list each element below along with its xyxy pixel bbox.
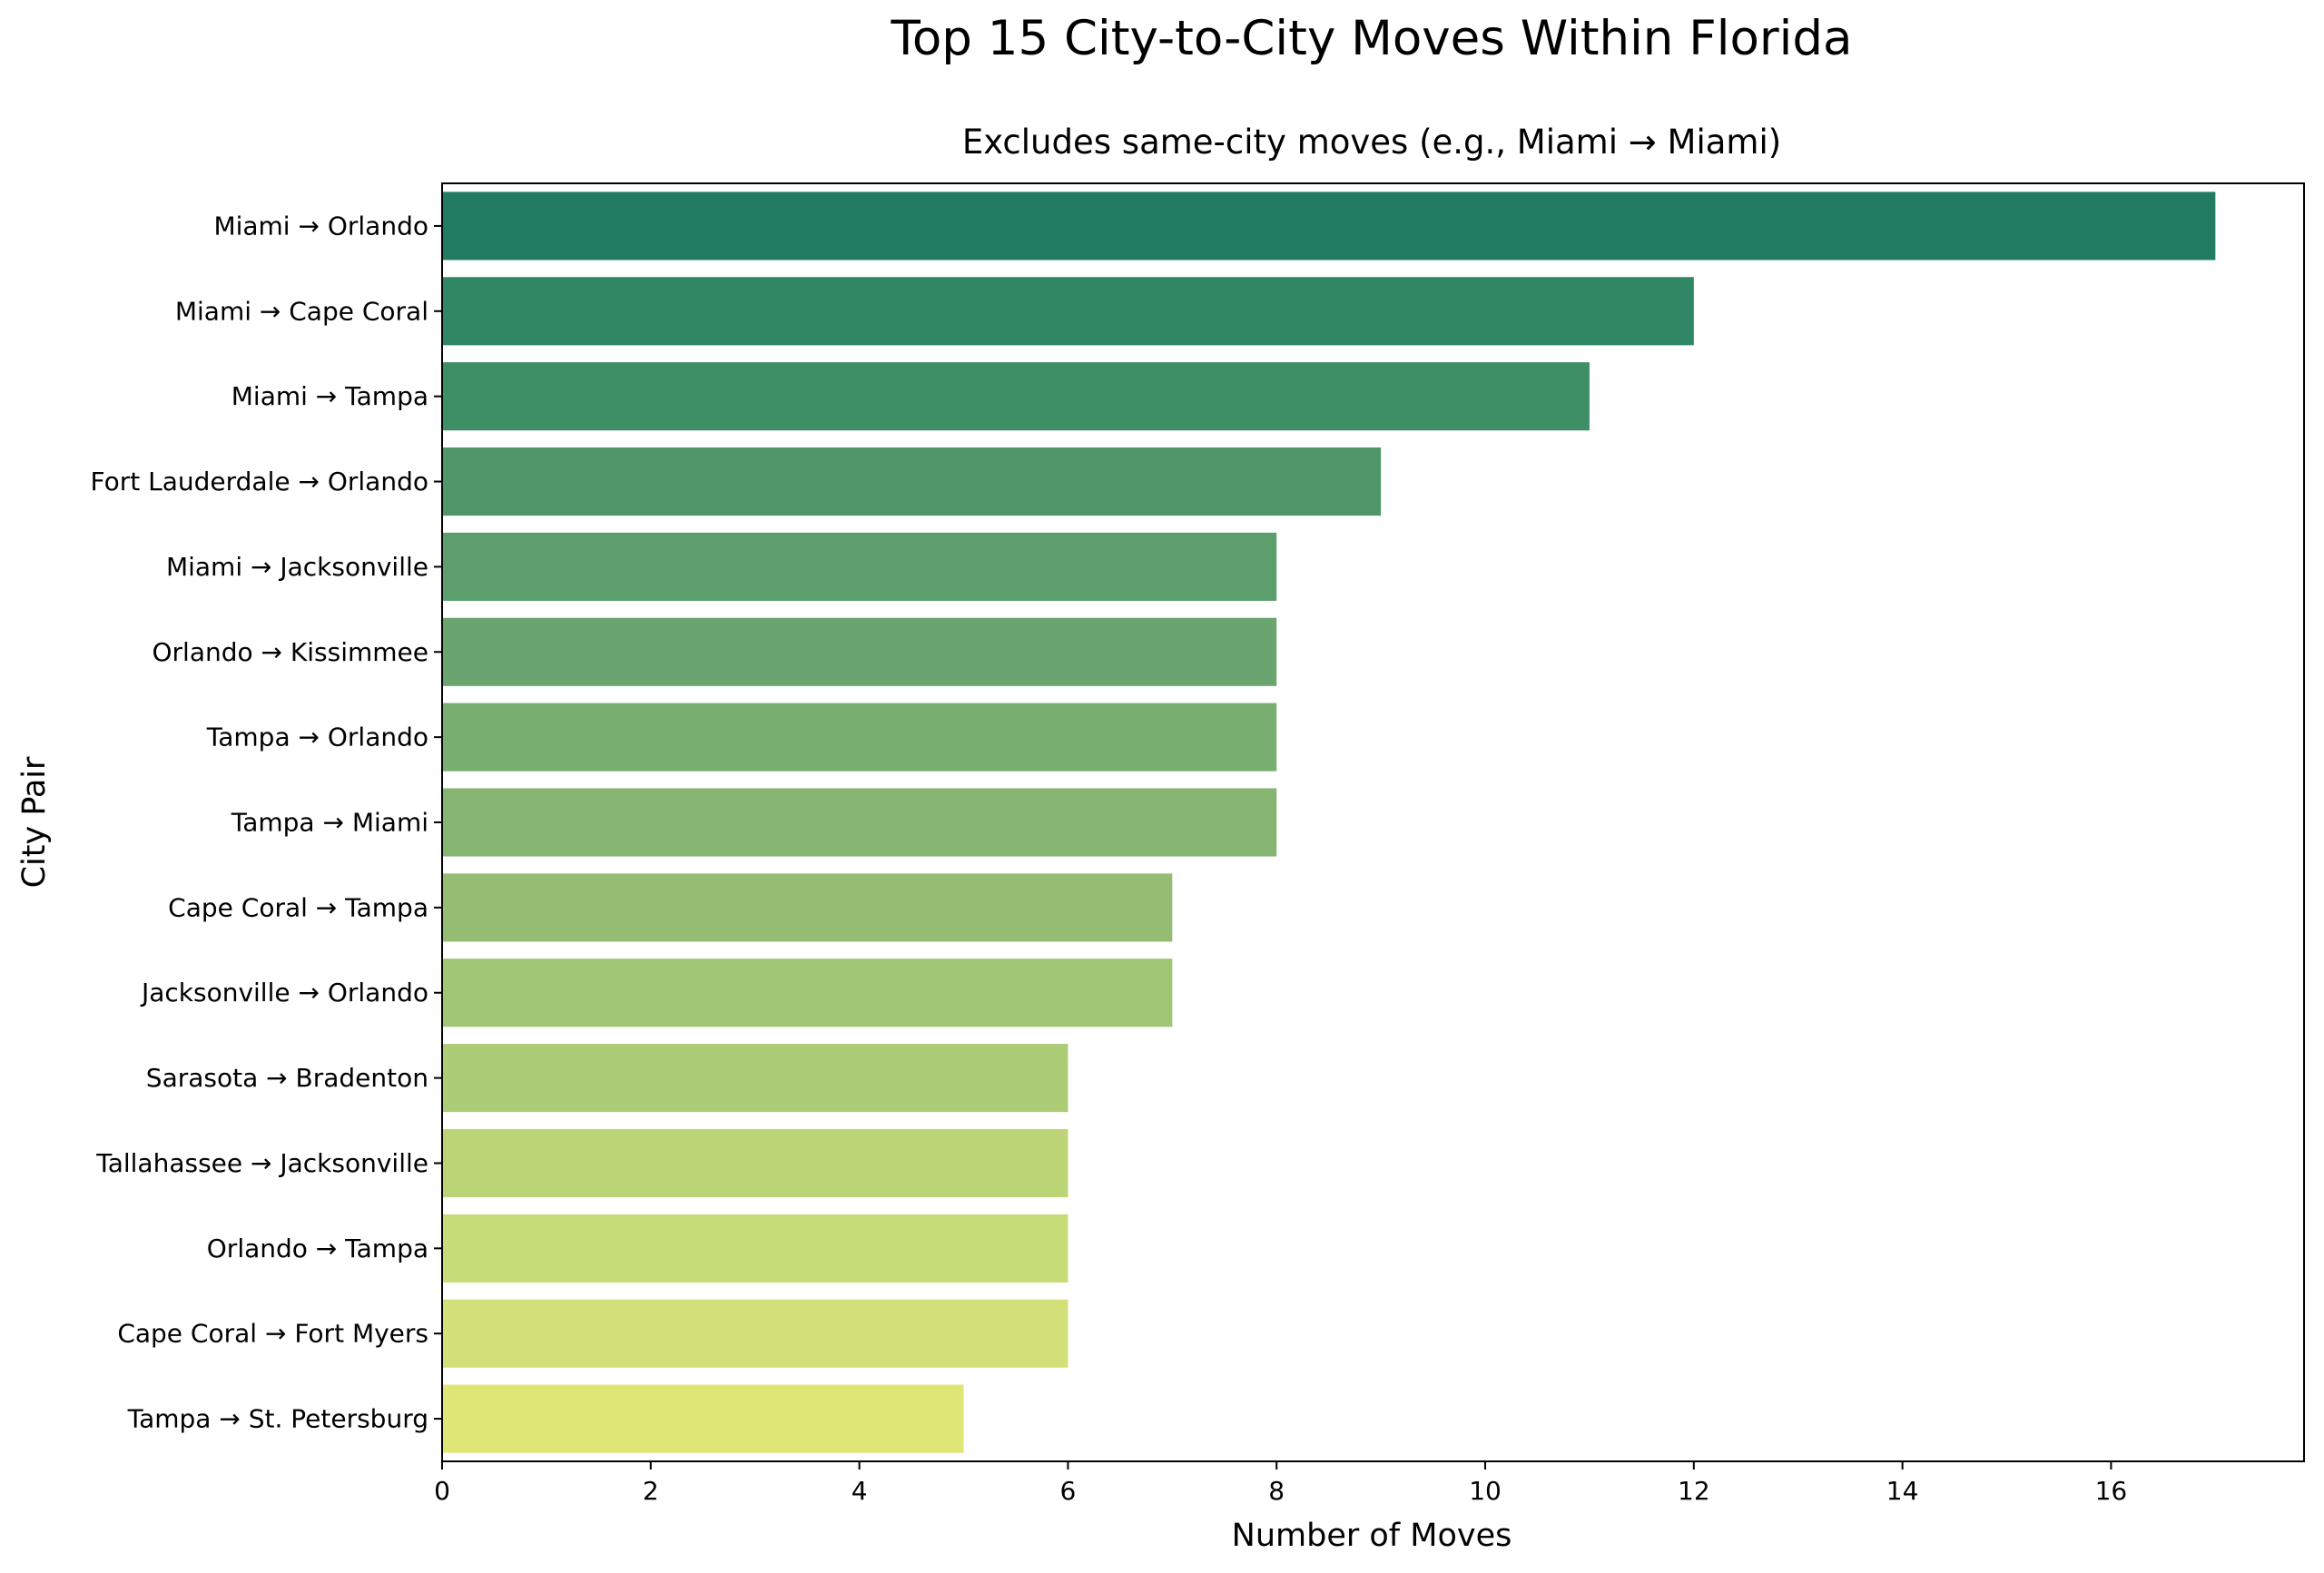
y-tick-label: Orlando → Kissimmee [153, 637, 429, 667]
y-tick-label: Tampa → Miami [231, 808, 428, 838]
y-tick-label: Cape Coral → Tampa [168, 892, 428, 922]
bars-group [442, 192, 2216, 1453]
bar [442, 1299, 1068, 1368]
chart-title: Top 15 City-to-City Moves Within Florida [890, 11, 1852, 66]
bar [442, 1044, 1068, 1113]
bar [442, 362, 1590, 431]
x-tick-label: 0 [434, 1476, 450, 1506]
y-tick-label: Tampa → St. Petersburg [127, 1404, 428, 1434]
bar [442, 1214, 1068, 1283]
bar [442, 277, 1694, 346]
bar [442, 617, 1277, 686]
y-tick-label: Miami → Orlando [213, 211, 428, 241]
x-tick-label: 12 [1678, 1476, 1710, 1506]
x-tick-label: 16 [2095, 1476, 2128, 1506]
y-tick-label: Miami → Jacksonville [166, 552, 428, 582]
y-tick-label: Cape Coral → Fort Myers [117, 1319, 428, 1349]
bar [442, 873, 1173, 942]
y-tick-label: Tampa → Orlando [206, 723, 428, 752]
x-tick-label: 10 [1469, 1476, 1502, 1506]
y-tick-label: Tallahassee → Jacksonville [95, 1148, 428, 1178]
y-tick-label: Orlando → Tampa [207, 1234, 428, 1263]
x-tick-label: 4 [852, 1476, 868, 1506]
x-tick-label: 2 [643, 1476, 659, 1506]
bar [442, 532, 1277, 601]
x-tick-label: 6 [1059, 1476, 1076, 1506]
y-tick-label: Sarasota → Bradenton [146, 1063, 428, 1093]
bar [442, 192, 2216, 261]
bar [442, 703, 1277, 772]
y-axis-ticks: Miami → Orlando Miami → Cape Coral Miami →… [91, 211, 442, 1434]
x-tick-label: 14 [1886, 1476, 1919, 1506]
bar [442, 959, 1173, 1027]
chart-subtitle: Excludes same-city moves (e.g., Miami → … [962, 123, 1781, 162]
y-tick-label: Fort Lauderdale → Orlando [91, 467, 429, 496]
bar [442, 788, 1277, 857]
bar [442, 1128, 1068, 1198]
y-tick-label: Miami → Cape Coral [175, 296, 428, 326]
bar [442, 1384, 964, 1453]
x-tick-label: 8 [1268, 1476, 1285, 1506]
x-axis-label: Number of Moves [1232, 1518, 1512, 1554]
x-axis-ticks: 0 2 4 6 8 10 12 14 16 [434, 1461, 2127, 1506]
y-axis-label: City Pair [16, 756, 53, 888]
y-tick-label: Jacksonville → Orlando [140, 978, 428, 1008]
bar [442, 447, 1382, 516]
y-tick-label: Miami → Tampa [231, 381, 428, 411]
